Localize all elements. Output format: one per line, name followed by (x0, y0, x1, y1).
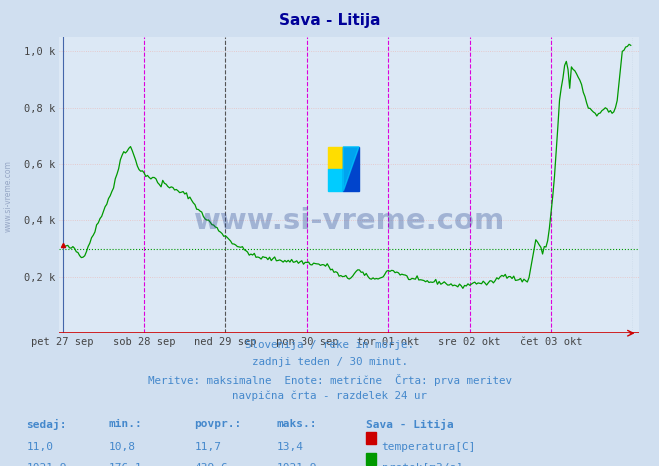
Text: Sava - Litija: Sava - Litija (366, 419, 453, 431)
Text: 10,8: 10,8 (109, 442, 136, 452)
Polygon shape (343, 147, 359, 191)
Text: min.:: min.: (109, 419, 142, 429)
Bar (328, 147, 343, 169)
Text: 11,7: 11,7 (194, 442, 221, 452)
Text: 11,0: 11,0 (26, 442, 53, 452)
Bar (343, 147, 359, 191)
Text: 1021,9: 1021,9 (277, 463, 317, 466)
Text: 439,6: 439,6 (194, 463, 228, 466)
Text: 13,4: 13,4 (277, 442, 304, 452)
Text: navpična črta - razdelek 24 ur: navpična črta - razdelek 24 ur (232, 391, 427, 401)
Bar (328, 169, 343, 191)
Text: Sava - Litija: Sava - Litija (279, 13, 380, 27)
Text: 1021,9: 1021,9 (26, 463, 67, 466)
Text: www.si-vreme.com: www.si-vreme.com (194, 207, 505, 235)
Text: Meritve: maksimalne  Enote: metrične  Črta: prva meritev: Meritve: maksimalne Enote: metrične Črta… (148, 374, 511, 386)
Text: www.si-vreme.com: www.si-vreme.com (3, 160, 13, 232)
Text: Slovenija / reke in morje.: Slovenija / reke in morje. (245, 340, 414, 350)
Text: 176,1: 176,1 (109, 463, 142, 466)
Text: zadnji teden / 30 minut.: zadnji teden / 30 minut. (252, 357, 407, 367)
Text: pretok[m3/s]: pretok[m3/s] (382, 463, 463, 466)
Text: sedaj:: sedaj: (26, 419, 67, 431)
Text: povpr.:: povpr.: (194, 419, 242, 429)
Text: temperatura[C]: temperatura[C] (382, 442, 476, 452)
Text: maks.:: maks.: (277, 419, 317, 429)
